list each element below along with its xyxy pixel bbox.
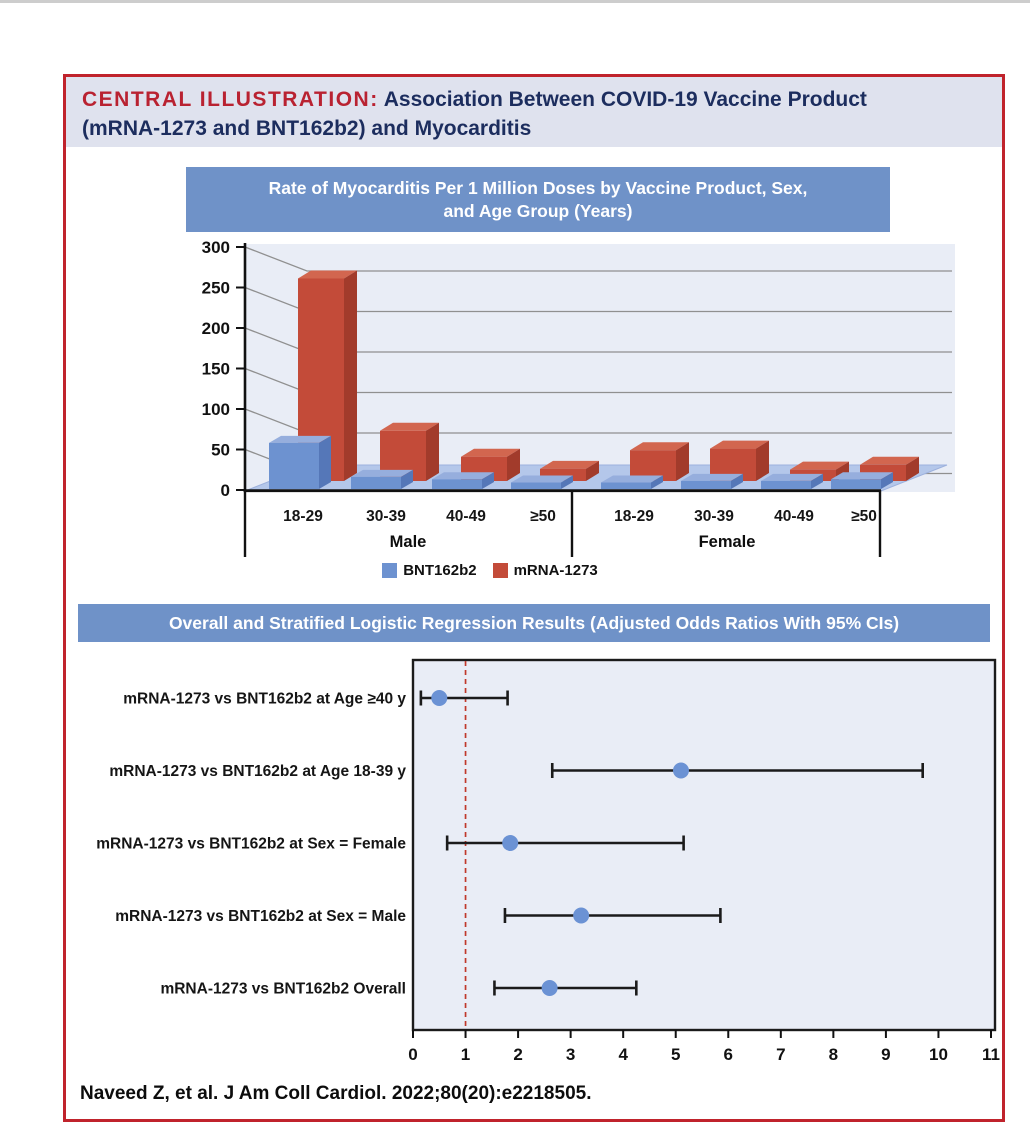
bar-chart-background	[245, 244, 955, 492]
bar-chart-title-banner: Rate of Myocarditis Per 1 Million Doses …	[186, 167, 890, 232]
forest-row-label: mRNA-1273 vs BNT162b2 at Age ≥40 y	[123, 691, 406, 708]
bar-BNT162b2-Female-18-29	[601, 475, 663, 489]
legend-item: BNT162b2	[382, 562, 477, 579]
bar-BNT162b2-Female-30-39	[681, 473, 743, 489]
bar-mRNA-1273-Male-40-49	[461, 448, 520, 481]
forest-plot-title-banner: Overall and Stratified Logistic Regressi…	[78, 604, 990, 642]
x-tick-label: 5	[671, 1045, 680, 1064]
bar-BNT162b2-Female-40-49	[761, 473, 823, 489]
x-tick-label: 3	[566, 1045, 575, 1064]
x-tick-label: 10	[929, 1045, 948, 1064]
forest-point	[502, 835, 519, 851]
forest-row: mRNA-1273 vs BNT162b2 Overall	[160, 980, 638, 998]
top-rule	[0, 0, 1030, 3]
bar-BNT162b2-Male-18-29	[269, 435, 331, 489]
forest-point	[573, 907, 590, 924]
x-tick-label: 9	[881, 1045, 890, 1064]
x-tick-label: 0	[408, 1045, 417, 1064]
forest-row: mRNA-1273 vs BNT162b2 at Sex = Female	[96, 835, 685, 853]
legend: BNT162b2 mRNA-1273	[260, 562, 720, 579]
bar-BNT162b2-Female-≥50	[831, 472, 893, 489]
sex-group-label: Female	[699, 533, 756, 551]
x-tick-label: 11	[982, 1045, 1000, 1064]
bar-chart-title-line2: and Age Group (Years)	[443, 200, 633, 221]
age-category-label: ≥50	[530, 508, 556, 525]
grid-line	[244, 246, 952, 272]
x-tick-label: 4	[618, 1045, 628, 1064]
forest-point	[672, 762, 689, 779]
sex-group-label: Male	[390, 533, 427, 551]
y-tick-label: 300	[202, 238, 230, 257]
y-tick-label: 250	[202, 279, 230, 298]
x-tick-label: 2	[513, 1045, 522, 1064]
citation: Naveed Z, et al. J Am Coll Cardiol. 2022…	[80, 1083, 592, 1104]
forest-plot-area	[411, 658, 997, 1032]
bar-BNT162b2-Male-30-39	[351, 469, 413, 489]
legend-label: BNT162b2	[403, 562, 477, 579]
y-tick-label: 50	[211, 441, 230, 460]
forest-plot: mRNA-1273 vs BNT162b2 at Age ≥40 y mRNA-1…	[96, 658, 1000, 1064]
age-category-label: 30-39	[694, 508, 734, 525]
header-label: CENTRAL ILLUSTRATION:	[82, 88, 379, 111]
forest-row: mRNA-1273 vs BNT162b2 at Sex = Male	[115, 907, 722, 925]
age-category-label: 18-29	[614, 508, 654, 525]
y-tick-label: 0	[221, 481, 230, 500]
forest-row-label: mRNA-1273 vs BNT162b2 at Age 18-39 y	[109, 763, 406, 780]
x-tick-label: 6	[724, 1045, 733, 1064]
forest-row-label: mRNA-1273 vs BNT162b2 at Sex = Female	[96, 836, 406, 853]
age-category-label: 40-49	[446, 508, 486, 525]
bar-mRNA-1273-Female-30-39	[710, 440, 769, 481]
forest-point	[431, 690, 448, 706]
age-category-label: 18-29	[283, 508, 323, 525]
forest-row-label: mRNA-1273 vs BNT162b2 at Sex = Male	[115, 908, 406, 925]
legend-label: mRNA-1273	[513, 562, 598, 579]
bar-chart-title-line1: Rate of Myocarditis Per 1 Million Doses …	[268, 177, 808, 198]
age-category-label: 30-39	[366, 508, 406, 525]
x-tick-label: 7	[776, 1045, 785, 1064]
forest-plot-title: Overall and Stratified Logistic Regressi…	[168, 613, 900, 633]
header-title-line2: (mRNA-1273 and BNT162b2) and Myocarditis	[82, 117, 532, 140]
forest-row-label: mRNA-1273 vs BNT162b2 Overall	[160, 981, 406, 998]
header-title-line1: Association Between COVID-19 Vaccine Pro…	[378, 88, 867, 111]
bar-chart-3d: 0 50 100 150 200 250 300 18-29 30-39 40-49 ≥50 Male…	[202, 238, 955, 557]
age-category-label: 40-49	[774, 508, 814, 525]
y-tick-label: 150	[202, 360, 230, 379]
legend-item: mRNA-1273	[492, 562, 598, 579]
forest-point	[541, 980, 558, 996]
y-tick-label: 200	[202, 319, 230, 338]
legend-swatch-icon	[382, 563, 398, 578]
age-category-label: ≥50	[851, 508, 877, 525]
bar-mRNA-1273-Female-18-29	[630, 442, 689, 481]
x-tick-label: 1	[461, 1045, 470, 1064]
y-tick-label: 100	[202, 400, 230, 419]
forest-row: mRNA-1273 vs BNT162b2 at Age ≥40 y	[123, 690, 509, 708]
x-tick-label: 8	[829, 1045, 838, 1064]
legend-swatch-icon	[492, 563, 508, 578]
bar-BNT162b2-Male-40-49	[432, 472, 494, 489]
figure-header: CENTRAL ILLUSTRATION: Association Betwee…	[66, 77, 1002, 147]
bar-BNT162b2-Male-≥50	[511, 475, 573, 489]
forest-row: mRNA-1273 vs BNT162b2 at Age 18-39 y	[109, 762, 924, 780]
